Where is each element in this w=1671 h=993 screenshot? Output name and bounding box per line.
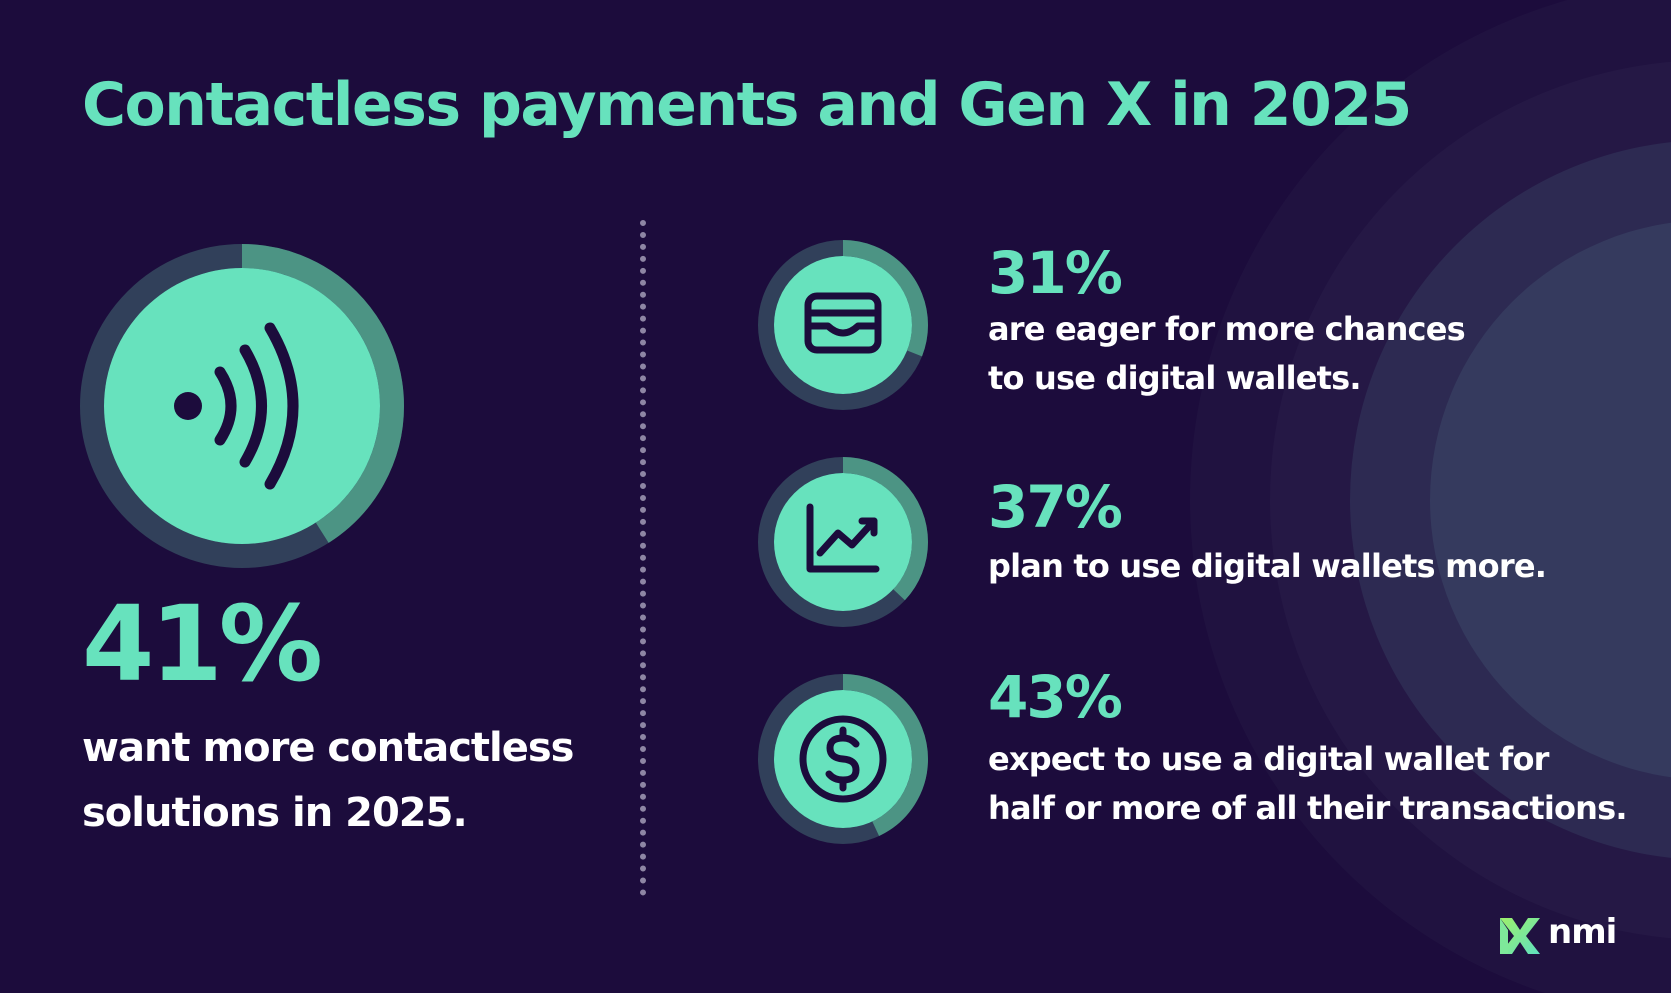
stat-value-wallets-eager: 31%: [988, 239, 1123, 307]
stat-ring-dollar: [758, 674, 928, 844]
stat-description-line: expect to use a digital wallet for: [988, 740, 1549, 778]
stat-description-line: to use digital wallets.: [988, 359, 1362, 397]
wallet-icon: [804, 292, 882, 354]
brand-name: nmi: [1548, 912, 1617, 952]
stat-value-wallets-plan: 37%: [988, 473, 1123, 541]
main-stat-description: want more contactless solutions in 2025.: [82, 725, 574, 836]
main-stat-value: 41%: [82, 583, 323, 705]
dotted-divider: [640, 220, 646, 896]
contactless-icon: [174, 322, 299, 490]
trend-chart-icon: [806, 503, 880, 573]
dollar-coin-icon: [799, 715, 887, 803]
nmi-logo-icon: [1500, 918, 1540, 954]
stat-description-line: are eager for more chances: [988, 310, 1466, 348]
stat-description-line: plan to use digital wallets more.: [988, 547, 1547, 585]
stat-description-wallets-plan: plan to use digital wallets more.: [988, 542, 1547, 591]
main-stat-ring: [80, 244, 404, 568]
stat-description-line: half or more of all their transactions.: [988, 789, 1628, 827]
stat-value-wallets-expect: 43%: [988, 663, 1123, 731]
page-title: Contactless payments and Gen X in 2025: [82, 70, 1412, 140]
stat-description-wallets-eager: are eager for more chances to use digita…: [988, 305, 1466, 403]
stat-ring-trend: [758, 457, 928, 627]
stat-ring-wallet: [758, 240, 928, 410]
stat-description-wallets-expect: expect to use a digital wallet for half …: [988, 735, 1628, 833]
